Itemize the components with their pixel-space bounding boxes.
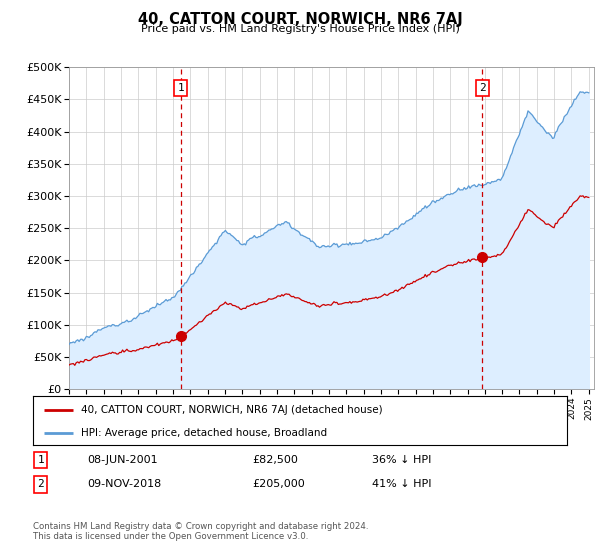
- Text: 1: 1: [177, 83, 184, 93]
- Text: 40, CATTON COURT, NORWICH, NR6 7AJ (detached house): 40, CATTON COURT, NORWICH, NR6 7AJ (deta…: [81, 405, 383, 415]
- Text: Contains HM Land Registry data © Crown copyright and database right 2024.
This d: Contains HM Land Registry data © Crown c…: [33, 522, 368, 542]
- Text: 40, CATTON COURT, NORWICH, NR6 7AJ: 40, CATTON COURT, NORWICH, NR6 7AJ: [137, 12, 463, 27]
- Text: 41% ↓ HPI: 41% ↓ HPI: [372, 479, 431, 489]
- Text: 09-NOV-2018: 09-NOV-2018: [87, 479, 161, 489]
- Text: £205,000: £205,000: [252, 479, 305, 489]
- Text: 08-JUN-2001: 08-JUN-2001: [87, 455, 158, 465]
- Text: £82,500: £82,500: [252, 455, 298, 465]
- Text: 1: 1: [37, 455, 44, 465]
- Text: HPI: Average price, detached house, Broadland: HPI: Average price, detached house, Broa…: [81, 428, 327, 438]
- Text: 2: 2: [479, 83, 486, 93]
- Text: Price paid vs. HM Land Registry's House Price Index (HPI): Price paid vs. HM Land Registry's House …: [140, 24, 460, 34]
- Text: 36% ↓ HPI: 36% ↓ HPI: [372, 455, 431, 465]
- Text: 2: 2: [37, 479, 44, 489]
